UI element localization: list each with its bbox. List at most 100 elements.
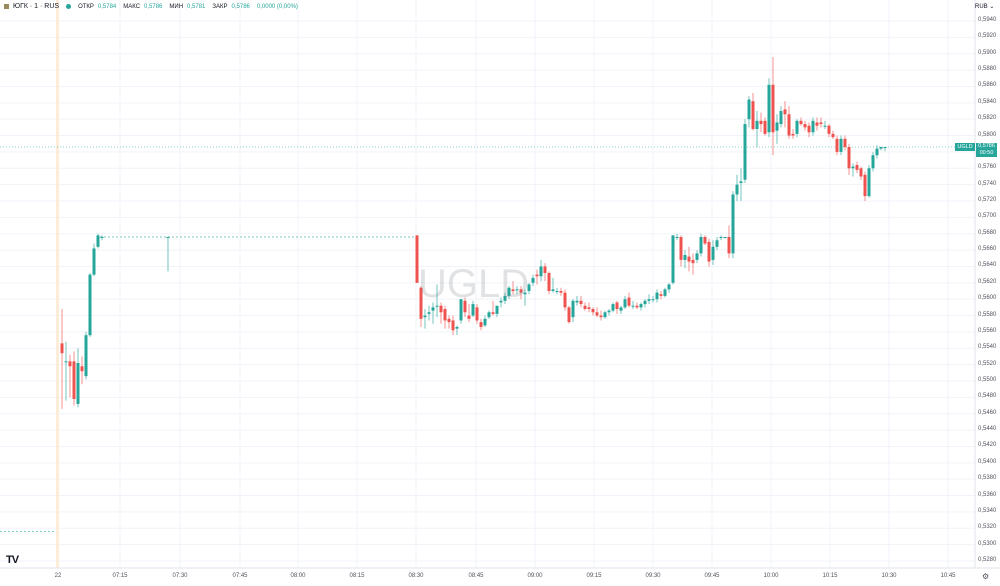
candle-body [799, 120, 803, 125]
price-tick-label: 0,5280 [978, 556, 997, 563]
candle-body [811, 120, 815, 133]
candle-body [759, 120, 763, 125]
candle-body [687, 256, 691, 262]
candle-body [807, 125, 811, 133]
candle-body [463, 300, 467, 313]
candle-body [543, 266, 547, 273]
price-tick-label: 0,5800 [978, 131, 997, 138]
candle-body [68, 361, 72, 367]
candle-body [823, 125, 827, 127]
candle-body [423, 315, 427, 318]
tradingview-logo[interactable]: TV [6, 554, 19, 566]
candle-body [563, 292, 567, 308]
candle-body [515, 289, 519, 291]
candle-body [859, 168, 863, 177]
candle-body [92, 248, 96, 275]
candle-body [671, 235, 675, 283]
candle-body [615, 302, 619, 309]
candle-body [603, 312, 607, 318]
candle-body [703, 236, 707, 244]
price-tick-label: 0,5500 [978, 376, 997, 383]
candle-body [699, 236, 703, 254]
legend: ЮГК · 1 · RUS ОТКР 0,5784 МАКС 0,5786 МИН 0… [4, 3, 301, 10]
price-tick-label: 0,5700 [978, 213, 997, 220]
candle-body [579, 300, 583, 305]
price-tick-label: 0,5680 [978, 229, 997, 236]
candle-body [791, 133, 795, 136]
candle-body [635, 305, 639, 308]
candle-body [727, 236, 731, 254]
candle-body [715, 240, 719, 247]
candle-body [439, 305, 443, 313]
candle-body [503, 295, 507, 301]
candle-body [76, 362, 80, 404]
price-tick-label: 0,5460 [978, 409, 997, 416]
price-tick-label: 0,5580 [978, 311, 997, 318]
low-value: 0,5781 [187, 3, 206, 10]
candle-body [595, 312, 599, 316]
price-tick-label: 0,5480 [978, 393, 997, 400]
candle-body [599, 315, 603, 318]
time-tick-label: 10:45 [940, 573, 956, 579]
candle-body [663, 289, 667, 296]
candle-body [683, 254, 687, 260]
candle-body [679, 236, 683, 260]
candle-body [415, 235, 419, 283]
price-tick-label: 0,5300 [978, 540, 997, 547]
candle-body [867, 168, 871, 197]
candle-body [427, 312, 431, 314]
market-status-icon [66, 4, 72, 9]
candle-body [619, 307, 623, 311]
candle-body [523, 292, 527, 295]
candle-body [535, 274, 539, 277]
candle-body [815, 122, 819, 126]
session-separator [56, 0, 59, 568]
symbol-price-tag: UGLD [955, 143, 975, 151]
price-tick-label: 0,5400 [978, 458, 997, 465]
candle-body [719, 236, 723, 238]
candle-body [835, 138, 839, 152]
last-price-value: 0,5786 [978, 143, 995, 149]
symbol-logo-icon [4, 4, 9, 9]
price-tick-label: 0,5860 [978, 82, 997, 89]
candle-body [711, 246, 715, 260]
time-tick-label: 09:15 [586, 573, 602, 579]
candle-body [431, 307, 435, 311]
time-tick-label: 07:15 [112, 573, 128, 579]
candle-body [623, 299, 627, 308]
candle-body [80, 366, 84, 372]
change-value: 0,0000 (0,00%) [256, 3, 298, 10]
candle-body [607, 310, 611, 313]
candle-body [675, 236, 679, 238]
candle-body [643, 300, 647, 305]
candle-body [491, 312, 495, 314]
price-tick-label: 0,5940 [978, 17, 997, 23]
price-tick-label: 0,5340 [978, 507, 997, 514]
candle-body [511, 289, 515, 291]
candle-body [587, 307, 591, 309]
candle-body [96, 235, 100, 247]
candle-body [447, 318, 451, 323]
price-tick-label: 0,5440 [978, 426, 997, 433]
candle-body [847, 146, 851, 169]
candle-body [455, 326, 459, 329]
candle-body [739, 181, 743, 183]
currency-selector[interactable]: RUB ⌄ [975, 4, 995, 10]
candle-body [763, 120, 767, 134]
candle-body [519, 289, 523, 293]
candle-body [651, 299, 655, 301]
candle-body [723, 236, 727, 238]
symbol-title[interactable]: ЮГК · 1 · RUS [13, 3, 60, 10]
candle-body [851, 166, 855, 169]
candle-body [695, 253, 699, 260]
candle-body [667, 284, 671, 290]
candle-body [84, 335, 88, 377]
candle-body [659, 294, 663, 296]
candle-body [855, 164, 859, 170]
candle-body [863, 174, 867, 197]
candle-body [539, 266, 543, 277]
settings-icon[interactable]: ⚙ [982, 572, 990, 581]
candle-body [875, 148, 879, 156]
price-tick-label: 0,5720 [978, 196, 997, 203]
